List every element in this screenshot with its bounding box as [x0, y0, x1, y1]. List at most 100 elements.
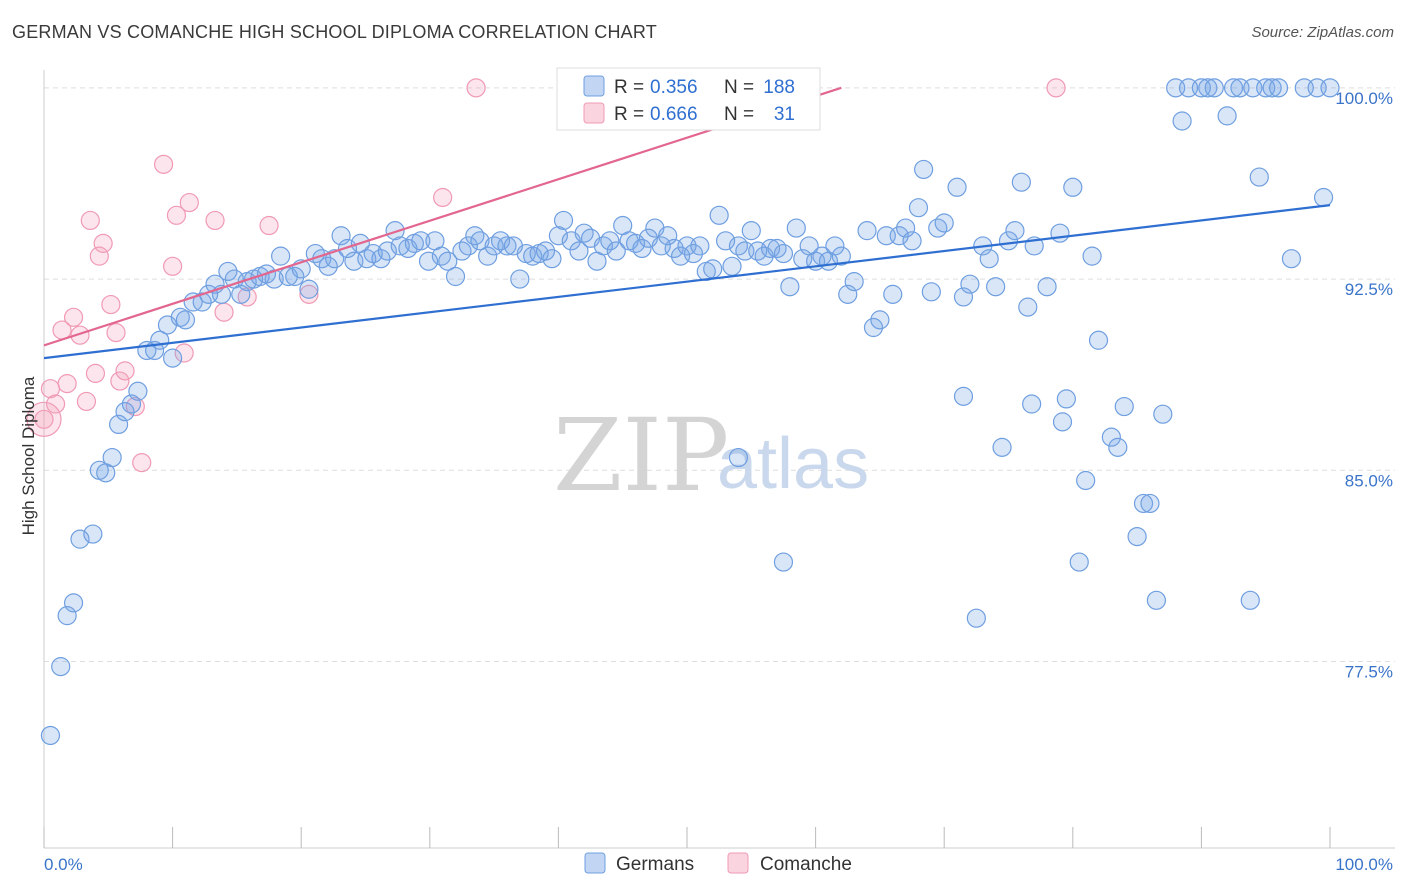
germans-point: [1088, 330, 1109, 350]
germans-point: [1052, 412, 1073, 432]
y-tick-label: 92.5%: [1345, 280, 1393, 299]
germans-point: [606, 241, 626, 261]
germans-point: [115, 402, 135, 422]
germans-point: [1022, 394, 1042, 414]
legend-n-value-germans: 188: [763, 77, 795, 98]
comanche-point: [214, 302, 234, 322]
germans-point: [921, 282, 941, 302]
trendlines: [43, 86, 1331, 360]
germans-point: [192, 292, 212, 312]
legend-r-label-germans: R =: [614, 77, 644, 98]
comanche-point: [179, 192, 199, 213]
germans-point: [1268, 78, 1289, 98]
comanche-point: [70, 325, 90, 345]
germans-point: [1262, 78, 1282, 98]
germans-point: [1240, 590, 1260, 610]
germans-point: [1082, 246, 1102, 266]
comanche-point: [76, 391, 97, 412]
grid-lines: [44, 87, 1395, 663]
germans-point: [902, 231, 922, 251]
germans-point: [175, 310, 196, 330]
y-tick-label: 85.0%: [1345, 471, 1393, 490]
germans-point: [1153, 404, 1173, 424]
comanche-trendline: [43, 86, 842, 347]
scatter-points: [26, 78, 1340, 746]
x-tick-label-max: 100.0%: [1335, 855, 1393, 874]
germans-point: [478, 246, 498, 266]
germans-point: [992, 437, 1012, 457]
watermark-zip: ZIP: [553, 397, 729, 514]
comanche-point: [85, 363, 106, 384]
germans-point: [728, 447, 749, 468]
germans-point: [986, 277, 1006, 297]
germans-point: [786, 218, 806, 238]
germans-point: [998, 231, 1019, 251]
germans-point: [1076, 470, 1096, 491]
germans-point: [170, 307, 190, 327]
comanche-point: [80, 210, 100, 231]
legend-r-label-comanche: R =: [614, 104, 644, 125]
comanche-point: [153, 154, 174, 174]
comanche-point: [259, 215, 279, 236]
germans-point: [773, 552, 794, 572]
germans-point: [357, 249, 377, 269]
germans-point: [715, 231, 736, 251]
germans-point: [928, 218, 948, 238]
germans-point: [1140, 493, 1160, 514]
germans-point: [690, 236, 710, 256]
germans-point: [857, 221, 877, 241]
comanche-point: [110, 371, 130, 391]
comanche-point: [93, 233, 113, 253]
germans-point: [1127, 526, 1147, 547]
germans-point: [625, 233, 646, 253]
germans-point: [63, 593, 84, 613]
germans-point: [966, 608, 986, 628]
germans-point: [953, 386, 974, 406]
germans-point: [914, 159, 934, 180]
germans-point: [1056, 389, 1076, 409]
comanche-point: [132, 453, 152, 473]
germans-point: [1011, 172, 1031, 192]
germans-trendline: [43, 204, 1331, 360]
germans-point: [632, 238, 652, 259]
germans-point: [773, 243, 794, 264]
germans-point: [1108, 437, 1128, 457]
bottom-legend-swatch-germans: [584, 852, 606, 874]
germans-point: [452, 241, 472, 261]
germans-point: [960, 274, 980, 294]
comanche-point: [115, 361, 135, 381]
germans-point: [83, 524, 103, 544]
germans-point: [1320, 78, 1340, 98]
comanche-point: [57, 374, 77, 394]
germans-point: [1101, 427, 1121, 447]
germans-point: [102, 447, 122, 468]
watermark-atlas: atlas: [717, 424, 869, 504]
germans-point: [870, 310, 890, 330]
germans-point: [390, 236, 410, 256]
bottom-legend: Germans Comanche: [584, 852, 852, 875]
comanche-point: [166, 205, 187, 225]
y-tick-label: 100.0%: [1335, 89, 1393, 108]
comanche-point: [63, 307, 84, 327]
germans-point: [574, 223, 594, 243]
comanche-point: [34, 409, 54, 429]
germans-point: [299, 279, 319, 299]
germans-point: [1217, 106, 1237, 126]
germans-point: [1249, 167, 1269, 187]
germans-point: [465, 226, 485, 246]
germans-point: [497, 236, 517, 256]
comanche-point: [299, 284, 319, 304]
legend-r-value-germans: 0.356: [650, 77, 698, 98]
germans-point: [548, 226, 569, 246]
germans-point: [683, 243, 704, 264]
comanche-point: [174, 343, 194, 363]
germans-point: [844, 272, 864, 292]
germans-point: [1146, 590, 1166, 610]
germans-point: [1037, 277, 1057, 297]
germans-point: [1204, 78, 1224, 98]
y-tick-label: 77.5%: [1345, 663, 1393, 682]
legend-r-value-comanche: 0.666: [650, 104, 698, 125]
germans-point: [883, 284, 903, 304]
comanche-point: [466, 78, 486, 98]
